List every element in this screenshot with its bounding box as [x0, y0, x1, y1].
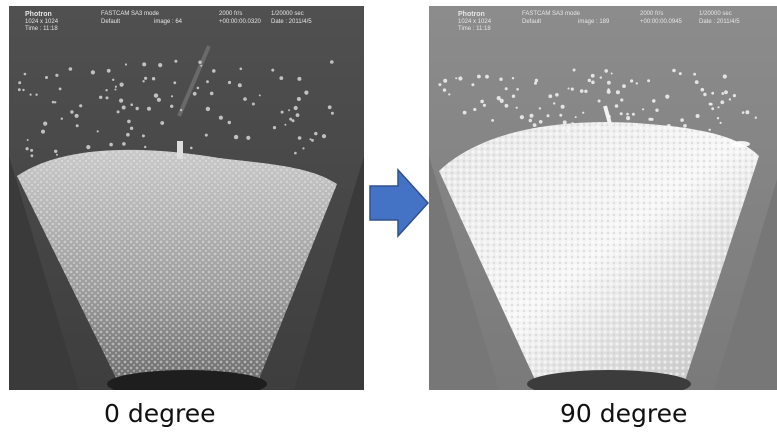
- hud-timecode: +00:00:00.0320: [219, 19, 261, 25]
- hud-shutter: 1/20000 sec: [699, 11, 732, 17]
- caption-0-degree: 0 degree: [104, 399, 216, 428]
- camera-frame-90-degree: Photron 1024 x 1024 Time : 11:18 FASTCAM…: [429, 6, 777, 390]
- caption-90-degree: 90 degree: [560, 399, 688, 428]
- hud-fps: 2000 fr/s: [219, 11, 243, 17]
- hud-image-number: image : 64: [154, 19, 183, 25]
- hud-resolution: 1024 x 1024: [458, 19, 492, 25]
- hud-time: Time : 11:18: [458, 26, 491, 32]
- hud-mode: FASTCAM SA3 mode: [101, 11, 160, 17]
- hud-resolution: 1024 x 1024: [25, 19, 59, 25]
- hud-brand: Photron: [25, 11, 52, 18]
- hud-brand: Photron: [458, 11, 485, 18]
- hud-shutter: 1/20000 sec: [271, 11, 304, 17]
- hud-overlay-0-degree: Photron 1024 x 1024 Time : 11:18 FASTCAM…: [9, 6, 364, 46]
- hopper-image-90-degree: [429, 6, 777, 390]
- hud-overlay-90-degree: Photron 1024 x 1024 Time : 11:18 FASTCAM…: [429, 6, 777, 46]
- hud-default: Default: [101, 19, 121, 25]
- right-arrow-icon: [369, 168, 430, 238]
- camera-frame-0-degree: Photron 1024 x 1024 Time : 11:18 FASTCAM…: [9, 6, 364, 390]
- hud-time: Time : 11:18: [25, 26, 58, 32]
- hud-timecode: +00:00:00.0945: [640, 19, 682, 25]
- hud-fps: 2000 fr/s: [640, 11, 664, 17]
- hud-date: Date : 2011/4/5: [699, 19, 740, 25]
- hopper-image-0-degree: [9, 6, 364, 390]
- hud-date: Date : 2011/4/5: [271, 19, 312, 25]
- hud-image-number: image : 189: [578, 19, 610, 25]
- hud-mode: FASTCAM SA3 mode: [522, 11, 581, 17]
- hud-default: Default: [522, 19, 542, 25]
